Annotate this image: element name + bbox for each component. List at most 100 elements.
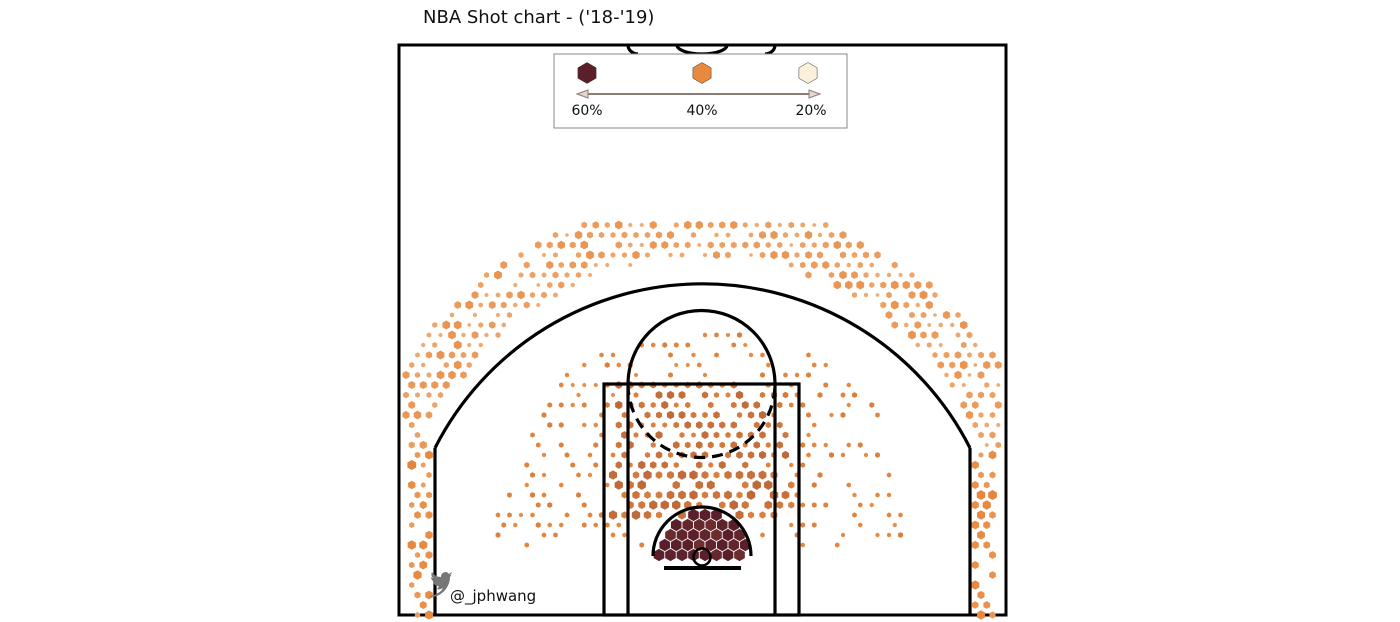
hexbin-paint-331 [702, 411, 708, 419]
hexbin-above-break-three-646 [569, 241, 576, 249]
hexbin-paint-131 [788, 501, 795, 509]
hexbin-mid-range-84 [892, 522, 897, 528]
hexbin-mid-range-110 [886, 512, 892, 518]
hexbin-above-break-three-392 [977, 391, 985, 399]
restricted-area-arc [651, 505, 753, 557]
hexbin-mid-range-452 [766, 362, 771, 368]
hexbin-above-break-three-574 [856, 280, 865, 290]
hexbin-mid-range-348 [570, 402, 575, 408]
hexbin-mid-range-83 [858, 522, 863, 528]
hexbin-corner-three-207 [989, 471, 996, 479]
hexbin-above-break-three-601 [546, 260, 554, 270]
hexbin-mid-range-506 [714, 332, 719, 338]
hexbin-mid-range-374 [576, 392, 581, 398]
hexbin-above-break-three-681 [690, 231, 697, 239]
hexbin-above-break-three-713 [823, 221, 829, 229]
hexbin-above-break-three-418 [949, 382, 955, 388]
credit-handle: @_jphwang [450, 587, 536, 606]
hexbin-mid-range-61 [886, 532, 892, 538]
hexbin-mid-range-399 [570, 382, 575, 388]
hexbin-above-break-three-296 [989, 431, 996, 439]
hexbin-above-break-three-562 [886, 291, 892, 299]
hexbin-mid-range-435 [806, 372, 811, 378]
hexbin-corner-three-139 [414, 491, 421, 499]
hexbin-above-break-three-345 [432, 402, 438, 408]
hexbin-mid-range-430 [668, 372, 673, 378]
hexbin-mid-range-489 [673, 342, 679, 348]
hexbin-above-break-three-572 [833, 280, 841, 290]
hexbin-paint-221 [718, 460, 726, 470]
hexbin-paint-100 [655, 511, 663, 519]
hexbin-paint-326 [644, 411, 651, 419]
hexbin-paint-151 [689, 490, 698, 500]
hexbin-above-break-three-509 [908, 330, 916, 340]
hexbin-above-break-three-558 [553, 292, 558, 298]
hexbin-above-break-three-549 [915, 302, 920, 308]
hexbin-paint-243 [758, 450, 767, 460]
hexbin-above-break-three-666 [822, 241, 829, 249]
hexbin-corner-three-64 [409, 521, 415, 529]
hexbin-paint-241 [736, 451, 743, 459]
hexbin-mid-range-65 [501, 522, 507, 528]
hexbin-above-break-three-479 [978, 351, 984, 359]
hexbin-above-break-three-676 [621, 231, 628, 239]
hexbin-paint-258 [615, 441, 622, 449]
hexbin-mid-range-299 [558, 422, 564, 428]
hexbin-above-break-three-680 [666, 230, 675, 240]
hexbin-paint-378 [666, 390, 675, 400]
hexbin-above-break-three-697 [628, 222, 633, 228]
hexbin-mid-range-68 [547, 522, 552, 528]
hexbin-mid-range-272 [812, 442, 817, 448]
hexbin-above-break-three-707 [754, 222, 759, 228]
hexbin-paint-302 [615, 421, 622, 429]
hexbin-mid-range-73 [616, 522, 621, 528]
hexbin-above-break-three-598 [909, 272, 915, 278]
hexbin-above-break-three-523 [914, 321, 922, 329]
hexbin-mid-range-91 [519, 512, 523, 518]
hexbin-paint-105 [735, 510, 744, 520]
hexbin-paint-192 [655, 471, 663, 479]
hexbin-above-break-three-370 [403, 391, 409, 399]
hexbin-above-break-three-560 [863, 292, 869, 298]
hexbin-above-break-three-617 [518, 252, 524, 258]
hexbin-corner-three-15 [419, 560, 428, 570]
hexbin-above-break-three-485 [478, 342, 483, 348]
hexbin-above-break-three-695 [604, 222, 610, 228]
hexbin-above-break-three-639 [839, 251, 847, 259]
hexbin-mid-range-449 [674, 362, 679, 368]
hexbin-mid-range-364 [800, 402, 806, 408]
hexbin-mid-range-487 [651, 342, 656, 348]
hexbin-paint-269 [765, 442, 771, 448]
hexbin-paint-128 [741, 500, 749, 510]
hexbin-paint-178 [764, 480, 773, 490]
hexbin-above-break-three-701 [684, 220, 692, 230]
hexbin-above-break-three-628 [679, 252, 685, 258]
hexbin-above-break-three-711 [800, 222, 806, 228]
hexbin-above-break-three-521 [891, 321, 898, 329]
hexbin-above-break-three-631 [725, 251, 731, 259]
hexbin-above-break-three-396 [431, 380, 439, 390]
hexbin-mid-range-46 [541, 532, 547, 538]
hexbin-above-break-three-675 [610, 231, 616, 239]
hexbin-above-break-three-581 [483, 271, 490, 279]
hexbin-above-break-three-580 [925, 281, 933, 289]
hexbin-mid-range-229 [541, 452, 547, 458]
hexbin-above-break-three-668 [845, 241, 852, 249]
hexbin-mid-range-338 [829, 412, 834, 418]
hexbin-corner-three-209 [420, 462, 426, 468]
hexbin-mid-range-67 [535, 522, 541, 528]
hexbin-mid-range-40 [800, 542, 805, 548]
hexbin-mid-range-473 [760, 352, 765, 358]
hexbin-above-break-three-367 [960, 401, 968, 409]
legend-arrow-left-head [575, 89, 589, 99]
hexbin-corner-three-138 [982, 500, 991, 510]
hexbin-mid-range-246 [806, 452, 811, 458]
hexbin-paint-305 [650, 422, 656, 428]
hexbin-paint-199 [735, 470, 744, 480]
hexbin-above-break-three-600 [523, 261, 530, 269]
hexbin-above-break-three-420 [984, 382, 990, 388]
legend-hex-60 [577, 62, 597, 84]
hexbin-mid-range-133 [811, 502, 817, 508]
hexbin-above-break-three-606 [605, 262, 610, 268]
hexbin-paint-106 [748, 511, 754, 519]
